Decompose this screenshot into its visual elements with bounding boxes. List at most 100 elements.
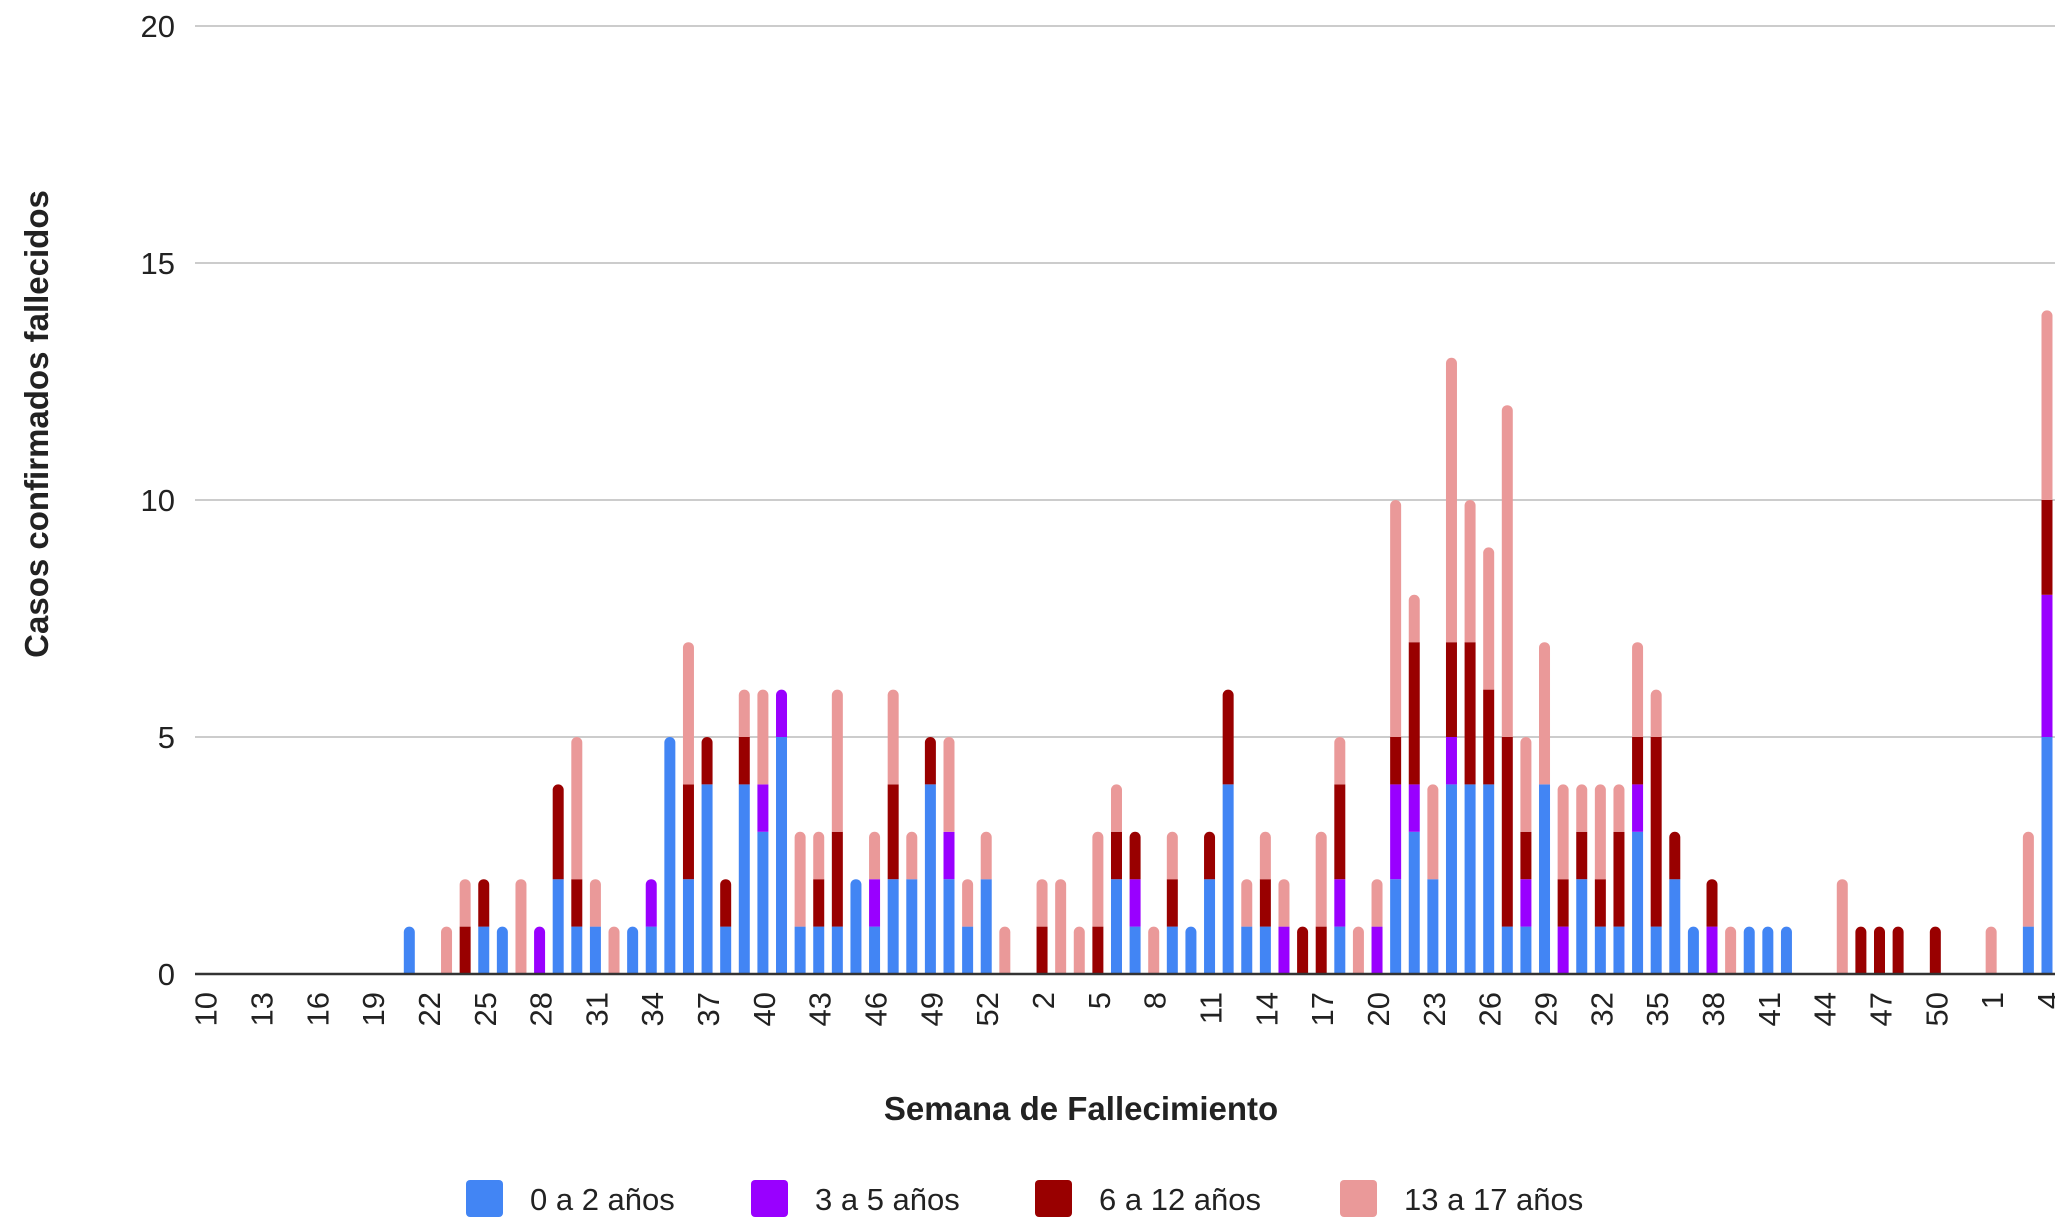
bar-segment-0-2 — [887, 879, 899, 974]
y-axis-title: Casos confirmados fallecidos — [18, 190, 55, 658]
bar-segment-13-17 — [571, 737, 583, 880]
bar-segment-13-17 — [1483, 547, 1495, 690]
y-tick-label: 10 — [141, 483, 175, 518]
bar-segment-6-12 — [1408, 642, 1420, 785]
gridlines — [195, 25, 2055, 738]
bar-segment-3-5 — [1706, 926, 1718, 974]
x-tick-label: 32 — [1584, 992, 1619, 1026]
x-tick-label: 49 — [914, 992, 949, 1026]
x-tick-label: 16 — [300, 992, 335, 1026]
bar-segment-13-17 — [1650, 689, 1662, 737]
bar-segment-0-2 — [1166, 926, 1178, 974]
bar-segment-0-2 — [831, 926, 843, 974]
x-tick-label: 28 — [524, 992, 559, 1026]
bar-segment-13-17 — [1278, 879, 1290, 927]
bar-segment-6-12 — [1445, 642, 1457, 737]
bar-segment-6-12 — [701, 737, 713, 785]
x-tick-label: 38 — [1696, 992, 1731, 1026]
bar-segment-3-5 — [2041, 594, 2053, 737]
x-tick-label: 34 — [635, 992, 670, 1026]
bar-segment-13-17 — [738, 689, 750, 737]
bar-segment-6-12 — [1222, 689, 1234, 785]
bar-segment-0-2 — [571, 926, 583, 974]
bar-segment-13-17 — [589, 879, 601, 927]
bar-segment-13-17 — [1334, 737, 1346, 785]
bar-segment-0-2 — [701, 784, 713, 974]
bar-segment-13-17 — [1445, 357, 1457, 643]
bar-segment-0-2 — [943, 879, 955, 974]
x-tick-label: 2 — [1026, 992, 1061, 1009]
bar-segment-0-2 — [869, 926, 881, 974]
bar-segment-13-17 — [1520, 737, 1532, 832]
x-axis-tick-labels: 10 13 16 19 22 25 28 31 34 37 40 43 46 49 52 2 5 8 11 14 17 2… — [189, 992, 2055, 1026]
bar-segment-13-17 — [999, 926, 1011, 974]
bar-segment-3-5 — [1390, 784, 1402, 880]
x-tick-label: 13 — [244, 992, 279, 1026]
bar-segment-0-2 — [496, 926, 508, 974]
bar-segment-13-17 — [1315, 831, 1327, 927]
bar-segment-13-17 — [1725, 926, 1737, 974]
bar-segment-0-2 — [403, 926, 415, 974]
bar-segment-6-12 — [1669, 831, 1681, 880]
bar-segment-6-12 — [1632, 737, 1644, 785]
bar-segment-6-12 — [1557, 879, 1569, 927]
bar-segment-13-17 — [459, 879, 471, 927]
bar-segment-13-17 — [1371, 879, 1383, 927]
bar-segment-0-2 — [1539, 784, 1551, 974]
bar-segment-0-2 — [1259, 926, 1271, 974]
legend-swatch — [1035, 1180, 1072, 1217]
bar-segment-6-12 — [720, 879, 732, 927]
bar-segment-6-12 — [924, 737, 936, 785]
x-tick-label: 5 — [1082, 992, 1117, 1009]
bar-segment-3-5 — [534, 926, 546, 974]
x-axis-title: Semana de Fallecimiento — [884, 1090, 1278, 1127]
bar-segment-0-2 — [1204, 879, 1216, 974]
bar-segment-6-12 — [887, 784, 899, 880]
bar-segment-0-2 — [2022, 926, 2034, 974]
bar-segment-13-17 — [1985, 926, 1997, 974]
bar-segment-0-2 — [906, 879, 918, 974]
y-axis-tick-labels: 0 5 10 15 20 — [141, 9, 175, 992]
bar-segment-6-12 — [1334, 784, 1346, 880]
x-tick-label: 46 — [859, 992, 894, 1026]
bar-segment-6-12 — [1855, 926, 1867, 974]
bar-segment-6-12 — [1892, 926, 1904, 974]
x-tick-label: 29 — [1529, 992, 1564, 1026]
bar-segment-13-17 — [1166, 831, 1178, 880]
bar-segment-0-2 — [1445, 784, 1457, 974]
bar-segment-13-17 — [1501, 405, 1513, 737]
bar-segment-0-2 — [664, 737, 676, 974]
bar-segment-3-5 — [776, 689, 788, 737]
bar-segment-6-12 — [813, 879, 825, 927]
bar-segment-13-17 — [943, 737, 955, 832]
bar-segment-6-12 — [1297, 926, 1309, 974]
legend-label: 13 a 17 años — [1404, 1182, 1583, 1217]
x-tick-label: 25 — [468, 992, 503, 1026]
bar-segment-6-12 — [1036, 926, 1048, 974]
x-tick-label: 1 — [1975, 992, 2010, 1009]
bar-segment-0-2 — [1743, 926, 1755, 974]
bar-segment-6-12 — [1874, 926, 1885, 974]
x-tick-label: 20 — [1361, 992, 1396, 1026]
bar-segment-6-12 — [1464, 642, 1476, 785]
bar-segment-13-17 — [1632, 642, 1644, 737]
x-tick-label: 11 — [1194, 992, 1229, 1024]
bar-segment-13-17 — [682, 642, 694, 785]
bar-segment-6-12 — [1110, 831, 1122, 880]
bar-segment-0-2 — [1334, 926, 1346, 974]
bar-segment-0-2 — [1613, 926, 1625, 974]
bar-segment-13-17 — [1390, 500, 1402, 737]
x-tick-label: 47 — [1864, 992, 1899, 1026]
bar-segment-13-17 — [1594, 784, 1606, 880]
bar-segment-0-2 — [1110, 879, 1122, 974]
bar-segment-6-12 — [1501, 737, 1513, 927]
bar-segment-3-5 — [1371, 926, 1383, 974]
legend-swatch — [751, 1180, 788, 1217]
bar-segment-13-17 — [1148, 926, 1160, 974]
bar-segment-13-17 — [980, 831, 992, 880]
y-tick-label: 15 — [141, 246, 175, 281]
bar-segment-0-2 — [813, 926, 825, 974]
x-tick-label: 37 — [691, 992, 726, 1026]
bar-segment-13-17 — [1092, 831, 1104, 927]
bar-segment-0-2 — [1129, 926, 1141, 974]
